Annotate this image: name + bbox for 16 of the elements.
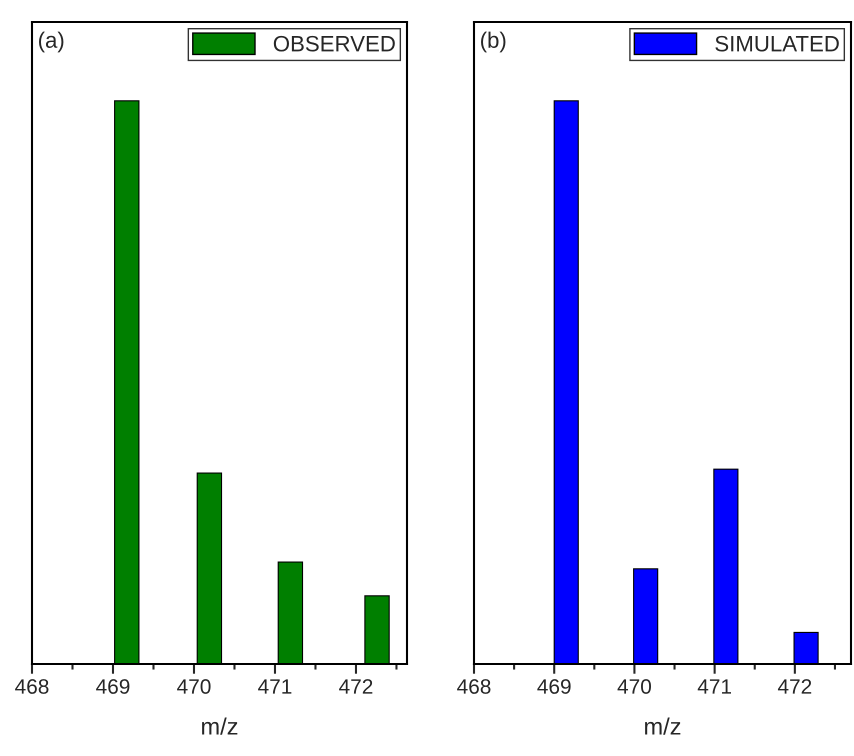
x-tick-label: 469 [96, 679, 130, 694]
x-tick-label: 469 [537, 679, 571, 694]
x-tick-label: 468 [15, 679, 48, 694]
text: (b) [481, 32, 506, 52]
x-tick-label: 472 [778, 679, 812, 694]
legend-label: SIMULATED [715, 36, 839, 52]
x-tick-label: 470 [177, 679, 211, 694]
x-tick-label: 471 [698, 679, 732, 694]
x-tick-label: 471 [258, 679, 292, 694]
x-axis-title: m/z [645, 717, 680, 735]
legend-label: OBSERVED [274, 36, 395, 52]
x-tick-label: 468 [457, 679, 490, 694]
x-tick-label: 472 [339, 679, 372, 694]
text: (a) [39, 32, 64, 52]
x-axis-title: m/z [202, 717, 238, 735]
x-tick-label: 470 [618, 679, 651, 694]
